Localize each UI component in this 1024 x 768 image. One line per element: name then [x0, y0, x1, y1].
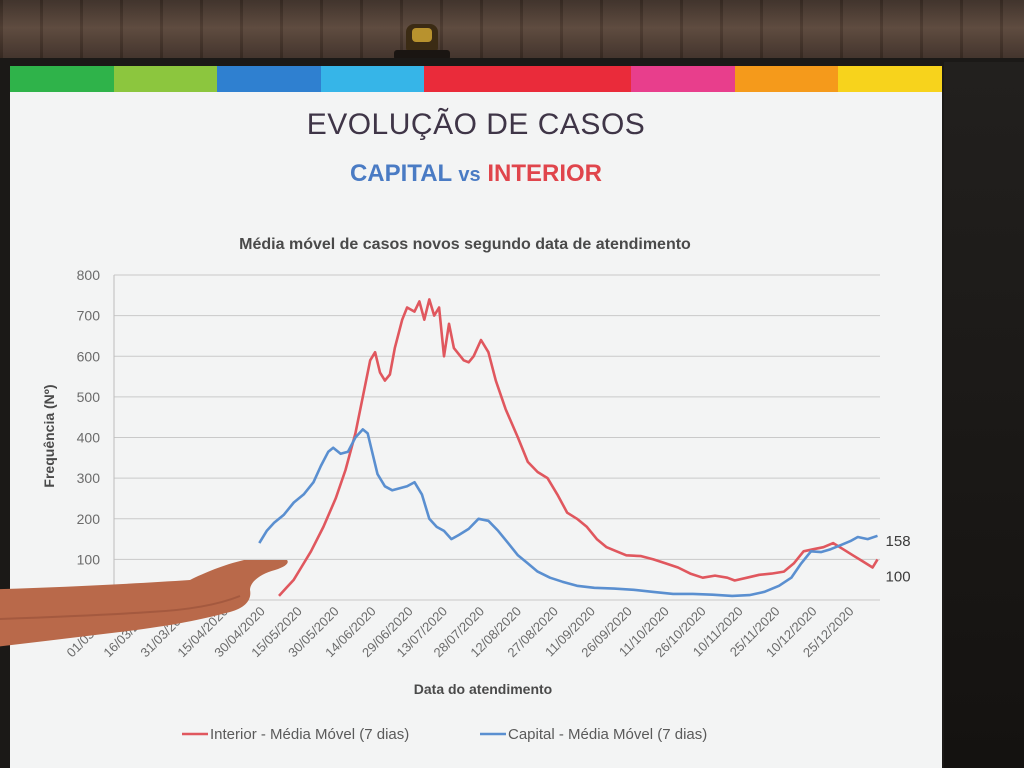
slide-subtitle: CAPITAL vs INTERIOR [10, 160, 942, 188]
slide-title: EVOLUÇÃO DE CASOS [306, 108, 646, 141]
y-tick-label: 600 [77, 348, 101, 364]
series-line-0 [278, 298, 879, 597]
colorbar-segment [320, 66, 425, 92]
subtitle-vs: vs [458, 164, 481, 186]
subtitle-interior: INTERIOR [487, 160, 603, 187]
mount-ornament [412, 28, 432, 42]
colorbar-segment [527, 66, 632, 92]
colorbar-segment [424, 66, 528, 92]
y-tick-label: 0 [92, 592, 100, 608]
colorbar-segment [113, 66, 218, 92]
presentation-slide: EVOLUÇÃO DE CASOS CAPITAL vs INTERIOR Mé… [10, 66, 942, 768]
series-layer: 100 158 [258, 298, 911, 598]
y-tick-label: 300 [77, 470, 101, 486]
y-tick-label: 700 [77, 308, 101, 324]
chart-legend: Interior - Média Móvel (7 dias) Capital -… [182, 726, 707, 743]
series-end-label-1: 158 [886, 533, 911, 550]
legend-label: Interior - Média Móvel (7 dias) [210, 726, 409, 743]
subtitle-capital: CAPITAL [349, 160, 452, 187]
y-tick-label: 100 [77, 551, 101, 567]
wall-texture [0, 0, 1024, 62]
chart-title: Média móvel de casos novos segundo data … [239, 236, 691, 253]
y-tick-label: 400 [77, 430, 101, 446]
legend-label: Capital - Média Móvel (7 dias) [508, 726, 707, 743]
screen-side-panel [944, 62, 1024, 768]
colorbar-segment [631, 66, 735, 92]
y-tick-label: 200 [77, 511, 101, 527]
wall-background [0, 0, 1024, 62]
line-chart: Média móvel de casos novos segundo data … [41, 236, 911, 743]
y-tick-label: 500 [77, 389, 101, 405]
colorbar-segment [217, 66, 321, 92]
mount-base [394, 50, 450, 60]
y-tick-label: 800 [77, 267, 101, 283]
y-axis-title: Frequência (Nº) [41, 384, 57, 487]
x-axis-title: Data do atendimento [414, 681, 552, 697]
y-axis-ticks: 0 100 200 300 400 500 600 700 800 [77, 267, 101, 608]
projector-mount [392, 10, 452, 60]
x-axis-ticks: 01/03/202016/03/202031/03/202015/04/2020… [63, 604, 856, 661]
grid-layer [113, 274, 880, 601]
colorbar-segment [734, 66, 839, 92]
series-end-label-0: 100 [886, 568, 911, 585]
colorbar-segment [10, 66, 114, 92]
slide-colorbar [10, 66, 942, 92]
series-line-1 [258, 428, 878, 598]
colorbar-segment [838, 66, 942, 92]
